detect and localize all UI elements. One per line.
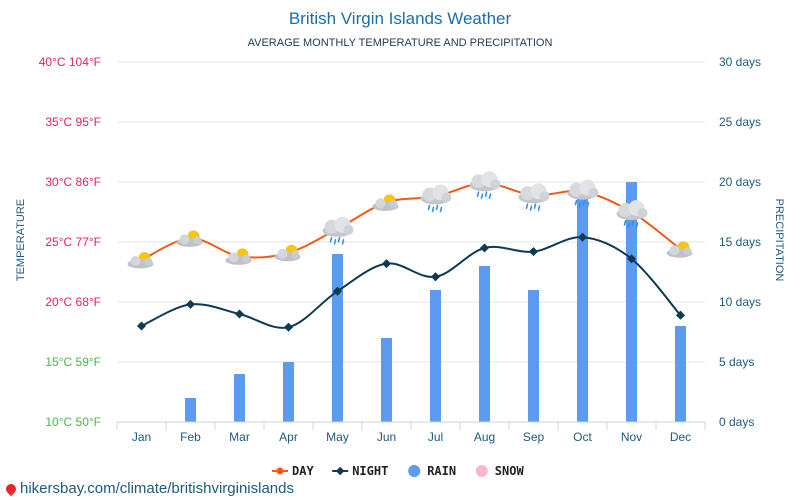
y-right-axis: 30 days 25 days 20 days 15 days 10 days 5 day… — [719, 55, 761, 429]
rain-bar — [479, 266, 490, 422]
y-right-axis-label: PRECIPITATION — [773, 199, 785, 282]
sun-cloud-icon — [372, 194, 399, 211]
legend: DAY NIGHT RAIN SNOW — [272, 464, 524, 478]
rain-bar — [626, 182, 637, 422]
night-point — [479, 243, 490, 253]
night-point — [430, 272, 441, 282]
rain-cloud-icon — [420, 184, 452, 213]
night-point — [381, 259, 392, 269]
x-tick-label: Aug — [474, 430, 495, 444]
night-point — [283, 322, 294, 332]
rain-bar — [381, 338, 392, 422]
sun-cloud-icon — [274, 244, 301, 262]
y-left-tick-label: 40°C 104°F — [39, 55, 101, 69]
night-point — [234, 309, 245, 319]
rain-cloud-icon — [469, 171, 501, 199]
x-tick-label: Feb — [180, 430, 201, 444]
night-point — [528, 247, 539, 257]
x-tick-label: Mar — [229, 430, 250, 444]
y-right-tick-label: 30 days — [719, 55, 761, 69]
y-right-tick-label: 5 days — [719, 355, 754, 369]
chart-subtitle: AVERAGE MONTHLY TEMPERATURE AND PRECIPIT… — [248, 37, 553, 49]
y-left-tick-label: 20°C 68°F — [45, 295, 101, 309]
x-tick-label: Oct — [573, 430, 592, 444]
legend-label: NIGHT — [352, 464, 388, 478]
watermark[interactable]: hikersbay.com/climate/britishvirginislan… — [3, 480, 294, 497]
y-left-axis-label: TEMPERATURE — [15, 199, 27, 281]
y-right-tick-label: 25 days — [719, 115, 761, 129]
day-line — [141, 182, 682, 261]
legend-item-snow: SNOW — [475, 464, 525, 478]
legend-label: SNOW — [495, 464, 525, 478]
rain-cloud-icon — [322, 216, 354, 245]
y-right-tick-label: 20 days — [719, 175, 761, 189]
y-right-tick-label: 10 days — [719, 295, 761, 309]
sun-cloud-icon — [225, 248, 252, 265]
y-left-tick-label: 35°C 95°F — [45, 115, 101, 129]
x-tick-label: May — [326, 430, 349, 444]
y-left-tick-label: 25°C 77°F — [45, 235, 101, 249]
y-left-tick-label: 30°C 86°F — [45, 175, 101, 189]
x-tick-label: Sep — [523, 430, 545, 444]
map-pin-icon — [3, 481, 19, 497]
sun-cloud-icon — [127, 252, 154, 269]
legend-label: RAIN — [427, 464, 456, 478]
watermark-text: hikersbay.com/climate/britishvirginislan… — [20, 480, 294, 497]
rain-bar — [332, 254, 343, 422]
legend-label: DAY — [292, 464, 314, 478]
rain-bar — [185, 398, 196, 422]
legend-item-day: DAY — [272, 464, 314, 478]
night-point — [136, 321, 147, 331]
legend-item-rain: RAIN — [408, 464, 456, 478]
rain-cloud-icon — [518, 183, 550, 211]
sun-cloud-icon — [176, 230, 203, 247]
sun-cloud-icon — [666, 241, 693, 258]
x-tick-label: Jun — [377, 430, 396, 444]
x-tick-label: Jan — [132, 430, 151, 444]
night-point — [185, 299, 196, 309]
x-axis: Jan Feb Mar Apr May Jun Jul Aug Sep Oct Nov Dec — [116, 421, 706, 444]
y-left-tick-label: 15°C 59°F — [45, 355, 101, 369]
rain-bar — [234, 374, 245, 422]
x-tick-label: Apr — [279, 430, 298, 444]
chart-title: British Virgin Islands Weather — [289, 9, 512, 28]
x-tick-label: Nov — [621, 430, 642, 444]
rain-cloud-icon — [616, 200, 648, 228]
rain-bars — [185, 182, 686, 422]
rain-bar — [528, 290, 539, 422]
rain-cloud-icon — [567, 179, 599, 208]
y-right-tick-label: 15 days — [719, 235, 761, 249]
night-point — [626, 254, 637, 264]
x-tick-label: Dec — [670, 430, 691, 444]
legend-item-night: NIGHT — [332, 464, 388, 478]
y-left-axis: 40°C 104°F 35°C 95°F 30°C 86°F 25°C 77°F 20°… — [39, 55, 101, 429]
rain-bar — [283, 362, 294, 422]
y-left-tick-label: 10°C 50°F — [45, 415, 101, 429]
rain-bar — [675, 326, 686, 422]
rain-bar — [577, 194, 588, 422]
y-right-tick-label: 0 days — [719, 415, 754, 429]
x-tick-label: Jul — [428, 430, 443, 444]
weather-icons — [127, 171, 693, 269]
temperature-lines — [136, 182, 686, 332]
rain-bar — [430, 290, 441, 422]
